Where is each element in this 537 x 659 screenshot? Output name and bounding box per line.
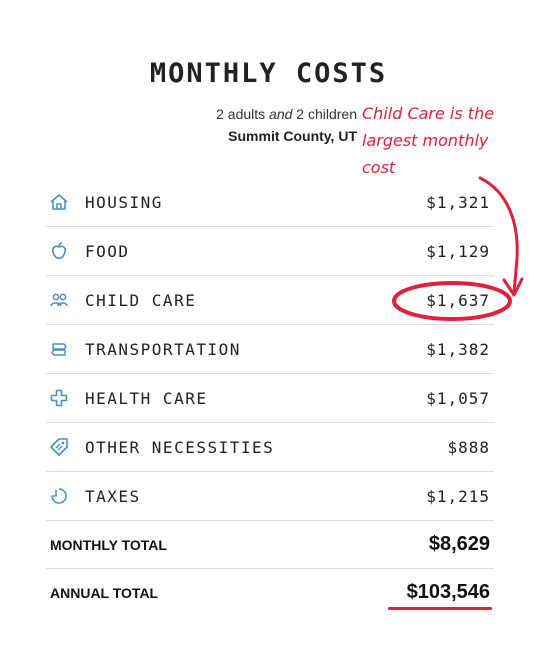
annotation-arrowhead: [502, 277, 524, 297]
tag-icon: [49, 436, 71, 458]
cost-label: HEALTH CARE: [85, 388, 208, 408]
household-description: 2 adults and 2 children: [216, 106, 357, 122]
and-word: and: [269, 106, 293, 122]
cost-value: $1,215: [426, 486, 490, 506]
cost-value: $1,129: [426, 241, 490, 261]
annotation-line: cost: [362, 158, 396, 177]
cost-row-transportation: TRANSPORTATION $1,382: [46, 325, 494, 374]
cost-label: TRANSPORTATION: [85, 339, 241, 359]
children-count: 2 children: [296, 106, 357, 122]
monthly-total-label: MONTHLY TOTAL: [50, 536, 167, 553]
house-icon: [49, 191, 71, 213]
annotation-arrow: [478, 176, 519, 294]
cost-label: CHILD CARE: [85, 290, 197, 310]
cost-value: $1,057: [426, 388, 490, 408]
cost-row-taxes: TAXES $1,215: [46, 472, 494, 521]
annual-total-value: $103,546: [406, 581, 490, 603]
highlight-circle: [392, 281, 512, 321]
monthly-total-value: $8,629: [428, 533, 490, 555]
annotation-line: Child Care is the: [362, 104, 495, 123]
cost-row-child-care: CHILD CARE $1,637: [46, 276, 494, 325]
annotation-note: Child Care is the largest monthly cost: [362, 100, 532, 181]
taxes-icon: [49, 485, 71, 507]
adults-count: 2 adults: [216, 106, 266, 122]
page-title: MONTHLY COSTS: [149, 58, 388, 89]
cost-value: $1,637: [426, 290, 490, 310]
annual-total-label: ANNUAL TOTAL: [50, 584, 159, 601]
annual-total-underline: [388, 607, 492, 610]
signpost-icon: [49, 338, 71, 360]
cost-label: HOUSING: [85, 192, 163, 212]
cost-row-food: FOOD $1,129: [46, 227, 494, 276]
annual-total-row: ANNUAL TOTAL $103,546: [46, 569, 494, 616]
cost-row-health-care: HEALTH CARE $1,057: [46, 374, 494, 423]
cost-value: $1,321: [426, 192, 490, 212]
annotation-line: largest monthly: [362, 131, 489, 150]
cost-label: TAXES: [85, 486, 141, 506]
apple-icon: [49, 240, 71, 262]
cost-row-housing: HOUSING $1,321: [46, 178, 494, 227]
cost-value: $888: [447, 437, 490, 457]
cost-table: HOUSING $1,321 FOOD $1,129 CHILD CARE $1…: [46, 178, 494, 616]
monthly-total-row: MONTHLY TOTAL $8,629: [46, 521, 494, 569]
people-icon: [49, 289, 71, 311]
cost-label: OTHER NECESSITIES: [85, 437, 275, 457]
cost-row-other-necessities: OTHER NECESSITIES $888: [46, 423, 494, 472]
cost-value: $1,382: [426, 339, 490, 359]
county-label: Summit County, UT: [228, 128, 357, 144]
medical-cross-icon: [49, 387, 71, 409]
cost-label: FOOD: [85, 241, 130, 261]
